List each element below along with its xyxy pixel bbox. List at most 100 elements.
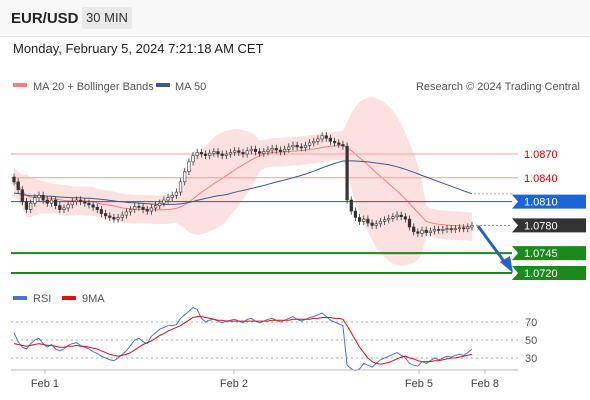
last-price-label: 1.0780: [524, 220, 558, 232]
candle-body: [274, 148, 278, 151]
rsi-line: [13, 307, 473, 372]
candle-body: [62, 207, 66, 210]
bollinger-bands: [13, 97, 473, 266]
candle-body: [112, 217, 116, 220]
candle-body: [420, 229, 424, 234]
candle-body: [228, 152, 233, 155]
candle-body: [453, 228, 457, 230]
candle-body: [270, 148, 274, 151]
ma50-line: [13, 160, 473, 205]
candle-body: [191, 155, 195, 163]
credit-label: Research © 2024 Trading Central: [416, 81, 580, 93]
rsi-axis-label: 30: [525, 353, 537, 365]
support-tag: [512, 266, 586, 280]
candle-body: [116, 217, 120, 220]
candle-body: [349, 199, 353, 212]
x-axis: Feb 1 Feb 2 Feb 5 Feb 8: [11, 369, 518, 390]
candle-body: [470, 225, 474, 228]
candle-body: [83, 201, 87, 204]
x-tick-label: Feb 5: [405, 378, 433, 390]
candle-body: [12, 176, 16, 183]
candle-body: [424, 229, 428, 233]
candle-body: [237, 150, 241, 153]
candle-body: [287, 146, 291, 150]
candle-body: [253, 148, 258, 152]
candle-body: [129, 209, 133, 213]
candle-body: [416, 231, 420, 234]
candle-body: [366, 218, 370, 224]
candle-body: [387, 218, 391, 221]
rsi-panel: 70 50 30: [11, 307, 537, 372]
candle-body: [24, 201, 29, 210]
candle-body: [29, 202, 33, 210]
candle-body: [70, 201, 74, 206]
candle-body: [58, 205, 62, 210]
candle-body: [178, 181, 183, 193]
candle-body: [241, 152, 245, 155]
candle-body: [466, 226, 470, 229]
candle-body: [137, 206, 141, 208]
last-price-tag: [512, 218, 586, 233]
candle-body: [432, 229, 437, 232]
candle-body: [316, 138, 320, 142]
candle-body: [441, 229, 445, 231]
x-tick-label: Feb 1: [31, 378, 59, 390]
rsi-ma-legend-swatch: [62, 296, 76, 300]
candle-body: [332, 141, 337, 144]
candle-body: [20, 189, 24, 202]
candle-body: [266, 149, 270, 152]
candle-body: [370, 222, 374, 226]
candle-body: [449, 228, 453, 230]
candle-body: [428, 230, 433, 233]
pivot-label: 1.0810: [524, 197, 558, 209]
candle-body: [282, 148, 287, 152]
chart-datetime: Monday, February 5, 2024 7:21:18 AM CET: [13, 41, 264, 56]
candle-body: [133, 206, 137, 210]
candle-body: [104, 213, 108, 217]
candle-body: [49, 199, 54, 204]
bb-legend-label: MA 20 + Bollinger Bands: [33, 81, 154, 93]
candle-body: [357, 217, 362, 222]
candle-body: [149, 207, 154, 212]
forecast-arrow: [476, 225, 513, 273]
resistance-label: 1.0870: [524, 149, 558, 161]
candle-body: [341, 144, 345, 147]
candle-body: [249, 148, 253, 152]
candle-body: [187, 161, 191, 172]
candle-body: [145, 209, 149, 212]
candle-body: [74, 199, 79, 202]
timeframe-button[interactable]: 30 MIN: [82, 7, 132, 29]
candle-body: [53, 199, 58, 206]
ma50-legend-label: MA 50: [175, 81, 206, 93]
candle-body: [312, 141, 316, 144]
candle-body: [303, 145, 308, 149]
rsi-ma-legend-label: 9MA: [82, 293, 105, 305]
candle-body: [79, 199, 83, 202]
candle-body: [199, 152, 204, 155]
candle-body: [41, 195, 45, 201]
support-tag: [512, 246, 586, 261]
chart-legend: MA 20 + Bollinger Bands MA 50 Research ©…: [13, 81, 580, 305]
ma50-legend-swatch: [156, 83, 170, 87]
candle-body: [407, 218, 412, 228]
candlestick-series: [12, 132, 474, 237]
candle-body: [374, 223, 378, 226]
candle-body: [37, 195, 41, 199]
candle-body: [391, 216, 395, 219]
candle-body: [258, 151, 262, 154]
candle-body: [216, 151, 220, 155]
candle-body: [445, 228, 449, 230]
rsi-legend-label: RSI: [33, 293, 51, 305]
candle-body: [457, 227, 462, 230]
candle-body: [87, 202, 91, 206]
candle-body: [108, 215, 112, 218]
candle-body: [120, 214, 124, 218]
rsi-ma-line: [13, 316, 473, 365]
bb-legend-swatch: [13, 83, 27, 87]
arrow-shaft: [476, 225, 508, 265]
header-bar: EUR/USD 30 MIN: [0, 0, 590, 37]
pivot-tag: [512, 194, 586, 209]
candle-body: [437, 229, 441, 231]
candle-body: [307, 142, 312, 146]
rsi-axis-label: 70: [525, 317, 537, 329]
